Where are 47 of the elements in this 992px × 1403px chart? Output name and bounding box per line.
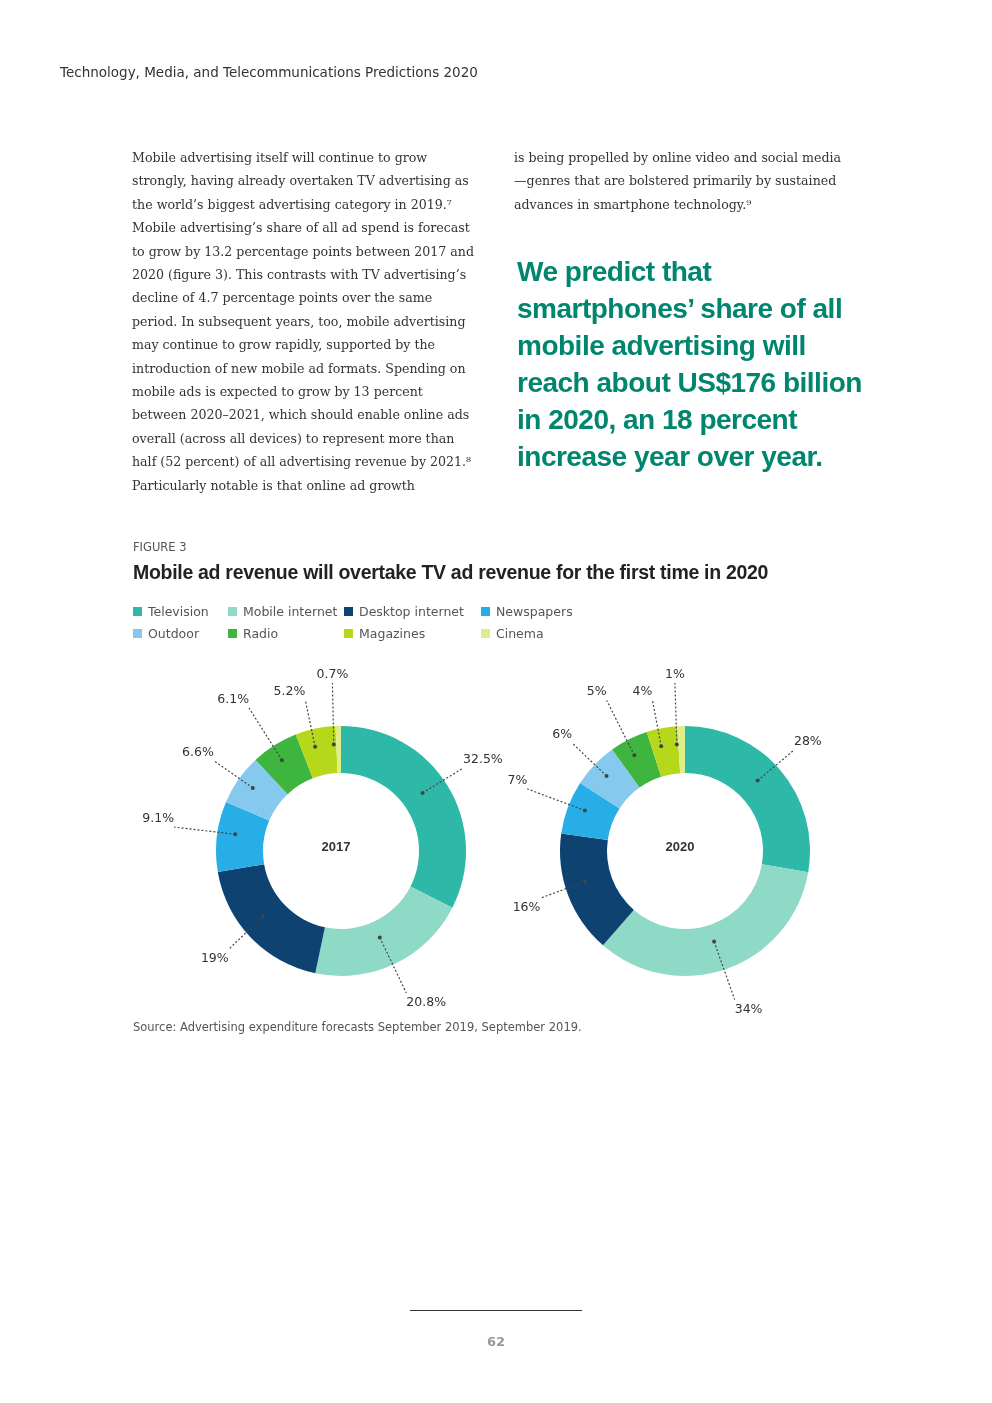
donut-slice [255, 734, 313, 795]
donut-slice [603, 864, 809, 976]
donut-slice [225, 759, 288, 821]
data-label: 6% [552, 726, 573, 742]
text: is being propelled by online video and social media—genres that are bolstered primarily by sustained advances in smartphone technology.⁹ [514, 149, 843, 214]
donut-slice [295, 726, 338, 779]
data-label: 34% [734, 1000, 763, 1016]
data-label: 19% [200, 950, 229, 966]
data-label: 9.1% [142, 810, 175, 826]
donut-slice [646, 726, 681, 777]
legend-label: Outdoor [148, 626, 200, 641]
donut-slice [560, 833, 634, 946]
text: 2020 [665, 839, 695, 854]
donut-slice [677, 726, 685, 774]
data-label: 6.6% [182, 743, 214, 759]
data-label: 1% [665, 666, 685, 682]
donut-slice [612, 732, 662, 788]
data-label: 5% [586, 683, 607, 699]
legend-label: Television [148, 604, 209, 619]
legend-label: Mobile internet [243, 604, 338, 619]
donut-slice [216, 802, 270, 873]
data-label: 4% [632, 682, 653, 698]
donut-slice [335, 726, 341, 774]
data-label: 0.7% [316, 666, 349, 682]
data-label: 6.1% [217, 691, 250, 707]
data-label: 5.2% [273, 683, 306, 699]
data-label: 7% [507, 771, 528, 787]
donut-slice [580, 749, 640, 809]
data-label: 32.5% [463, 751, 503, 767]
legend-label: Radio [243, 626, 279, 641]
data-label: 16% [512, 899, 541, 915]
data-label: 20.8% [406, 994, 447, 1010]
text: 62 [485, 1334, 507, 1349]
legend-label: Magazines [359, 626, 426, 641]
legend-label: Desktop internet [359, 604, 464, 619]
legend-label: Cinema [496, 626, 544, 641]
text: 2017 [321, 839, 351, 854]
text: Technology, Media, and Telecommunications Predictions 2020 [60, 64, 478, 80]
data-label: 28% [793, 733, 822, 749]
chart-title: Mobile ad revenue will overtake TV ad revenue for the first time in 2020 [133, 561, 769, 584]
legend-label: Newspapers [496, 604, 573, 619]
text: We predict that smartphones’ share of all mobile advertising will reach about US$176 billion in 2020, an 18 percent increase year over year. [517, 255, 863, 474]
donut-slice [561, 782, 620, 841]
donut-slice [315, 886, 453, 976]
text: Mobile advertising itself will continue to grow strongly, having already overtaken TV advertising as the world’s biggest advertising category in 2019.⁷ Mobile advertising’s share of all ad spend is forecast to grow by 13.2 percentage points between 2017 and 2020 (figure 3). This contrasts with TV advertising’s decline of 4.7 percentage points over the same period. In subsequent years, too, mobile advertising may continue to grow rapidly, supported by the introduction of new mobile ad formats. Spending on mobile ads is expected to grow by 13 percent between 2020–2021, which should enable online ads overall (across all devices) to represent more than half (52 percent) of all advertising revenue by 2021.⁸ Particularly notable is that online ad growth [132, 150, 474, 493]
caption: FIGURE 3 [133, 540, 187, 554]
source-note: Source: Advertising expenditure forecasts September 2019, September 2019. [133, 1020, 582, 1034]
